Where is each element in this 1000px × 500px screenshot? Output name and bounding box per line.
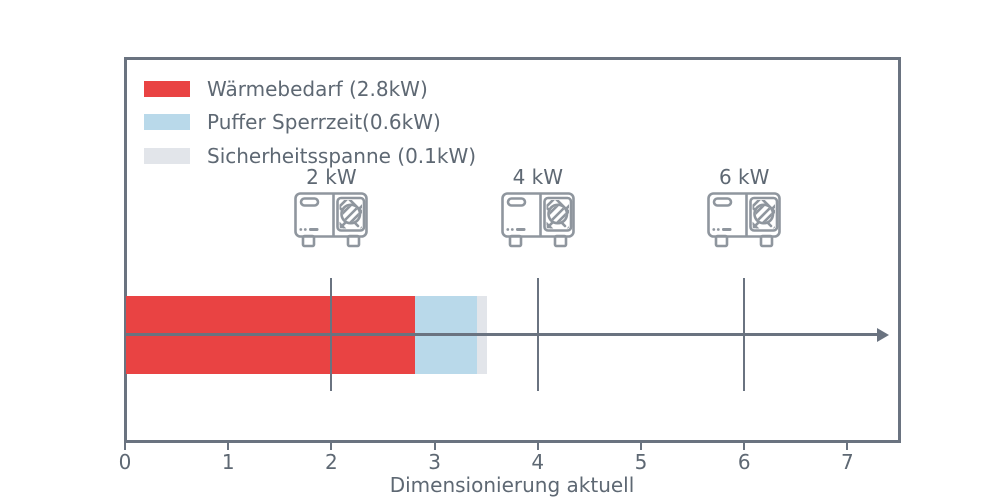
- x-tick-label: 2: [325, 450, 338, 474]
- heat-pump-icon: [500, 192, 575, 248]
- x-tick-mark: [433, 443, 436, 450]
- x-tick-mark: [640, 443, 642, 450]
- x-tick-mark: [743, 443, 746, 450]
- marker-label-4kw: 4 kW: [512, 165, 564, 189]
- marker-label-2kw: 2 kW: [306, 165, 357, 189]
- marker-icon-wrap: [707, 192, 781, 250]
- legend-swatch-puffer-sperrzeit: [144, 114, 190, 130]
- legend-swatch-waermebedarf: [144, 81, 190, 97]
- marker-icon-wrap: [500, 192, 575, 250]
- x-tick-mark: [227, 443, 230, 450]
- marker-icon-wrap: [294, 192, 369, 250]
- legend-label-waermebedarf: Wärmebedarf (2.8kW): [207, 77, 428, 101]
- x-tick-label: 3: [428, 450, 441, 474]
- legend-label-sicherheitsspanne: Sicherheitsspanne (0.1kW): [207, 144, 477, 168]
- legend-label-puffer-sperrzeit: Puffer Sperrzeit(0.6kW): [207, 110, 441, 134]
- marker-label-6kw: 6 kW: [718, 165, 770, 189]
- x-tick-label: 5: [634, 450, 648, 474]
- axis-arrow-head-icon: [877, 327, 889, 342]
- x-tick-label: 0: [118, 450, 132, 474]
- x-tick-mark: [846, 443, 849, 450]
- legend-item-sicherheitsspanne: Sicherheitsspanne (0.1kW): [144, 145, 476, 167]
- x-tick-label: 1: [221, 450, 235, 474]
- legend-item-waermebedarf: Wärmebedarf (2.8kW): [144, 78, 428, 100]
- x-tick-mark: [536, 443, 539, 450]
- legend-swatch-sicherheitsspanne: [144, 148, 190, 164]
- axis-arrow-line: [126, 333, 879, 336]
- x-tick-label: 4: [531, 450, 545, 474]
- x-tick-mark: [330, 443, 333, 450]
- x-axis-label: Dimensionierung aktuell: [389, 473, 635, 497]
- x-tick-label: 6: [737, 450, 751, 474]
- x-tick-label: 7: [841, 450, 854, 474]
- plot-frame: [124, 57, 901, 443]
- heat-pump-icon: [707, 192, 781, 248]
- legend-item-puffer-sperrzeit: Puffer Sperrzeit(0.6kW): [144, 111, 441, 133]
- heat-pump-icon: [294, 192, 369, 248]
- x-tick-mark: [124, 443, 126, 450]
